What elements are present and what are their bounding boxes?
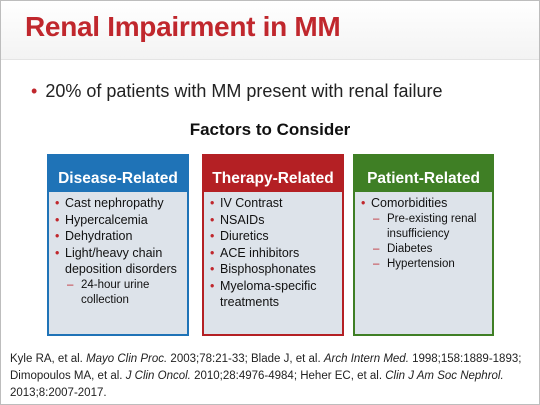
- therapy-related-box: Therapy-Related • IV Contrast • NSAIDs • Diur…: [202, 154, 344, 336]
- bullet-icon: •: [210, 229, 215, 243]
- list-item-text: Diabetes: [387, 242, 433, 255]
- list-item-text: IV Contrast: [220, 196, 283, 210]
- list-item: • Myeloma-specific treatments: [210, 278, 338, 311]
- bullet-icon: •: [210, 262, 215, 276]
- patient-related-list: • Comorbidities – Pre-existing renal insuff…: [355, 195, 492, 272]
- list-item-text: ACE inhibitors: [220, 245, 300, 260]
- list-item: • Bisphosphonates: [210, 261, 338, 278]
- sub-list-item: – Pre-existing renal insufficiency: [361, 212, 488, 242]
- therapy-related-heading: Therapy-Related: [204, 154, 342, 192]
- bullet-icon: •: [31, 81, 38, 101]
- disease-related-heading: Disease-Related: [49, 154, 187, 192]
- sub-list-item: –24-hour urine collection: [55, 278, 183, 308]
- list-item-text: Cast nephropathy: [65, 196, 164, 210]
- lead-bullet: • 20% of patients with MM present with re…: [31, 81, 443, 102]
- list-item-text: 24-hour urine collection: [81, 278, 150, 306]
- ref-text: 2003;78:21-33; Blade J, et al.: [167, 353, 324, 365]
- bullet-icon: •: [55, 196, 60, 210]
- bullet-icon: •: [210, 212, 215, 227]
- list-item: • Cast nephropathy: [55, 195, 183, 212]
- list-item-text: Pre-existing renal insufficiency: [387, 212, 477, 240]
- ref-text: Kyle RA, et al.: [10, 353, 87, 365]
- bullet-icon: •: [55, 212, 60, 227]
- list-item-text: Bisphosphonates: [220, 262, 316, 276]
- list-item-text: Diuretics: [220, 229, 269, 243]
- ref-text: 2013;8:2007-2017.: [10, 387, 107, 399]
- bullet-icon: •: [55, 245, 60, 260]
- list-item: • Dehydration: [55, 228, 183, 245]
- sub-list-item: – Diabetes: [361, 242, 488, 257]
- ref-text: 1998;158:1889-1893; Dimopoulos MA, et al…: [10, 353, 522, 382]
- bullet-icon: •: [210, 196, 215, 210]
- ref-journal: Clin J Am Soc Nephrol.: [385, 370, 504, 382]
- patient-related-heading: Patient-Related: [355, 154, 492, 192]
- patient-related-box: Patient-Related • Comorbidities – Pre-exist…: [353, 154, 494, 336]
- ref-journal: J Clin Oncol.: [125, 370, 191, 382]
- list-item: • NSAIDs: [210, 212, 338, 229]
- dash-icon: –: [67, 278, 74, 291]
- list-item-text: Light/heavy chain deposition disorders: [65, 245, 177, 277]
- list-item: • Diuretics: [210, 228, 338, 245]
- lead-bullet-text: 20% of patients with MM present with ren…: [45, 81, 443, 101]
- bullet-icon: •: [55, 229, 60, 243]
- list-item-text: Comorbidities: [371, 196, 448, 210]
- title-bar: Renal Impairment in MM: [1, 1, 539, 60]
- dash-icon: –: [373, 212, 380, 225]
- list-item: • IV Contrast: [210, 195, 338, 212]
- bullet-icon: •: [361, 196, 366, 210]
- references: Kyle RA, et al. Mayo Clin Proc. 2003;78:…: [10, 351, 532, 402]
- ref-text: 2010;28:4976-4984; Heher EC, et al.: [190, 370, 386, 382]
- bullet-icon: •: [210, 278, 215, 293]
- slide-title: Renal Impairment in MM: [25, 11, 341, 42]
- therapy-related-list: • IV Contrast • NSAIDs • Diuretics • ACE inhibi…: [204, 195, 342, 311]
- list-item: • Hypercalcemia: [55, 212, 183, 229]
- list-item-text: Dehydration: [65, 229, 133, 243]
- sub-list-item: – Hypertension: [361, 257, 488, 272]
- list-item-text: Hypertension: [387, 257, 455, 270]
- dash-icon: –: [373, 242, 380, 255]
- dash-icon: –: [373, 257, 380, 270]
- list-item: • Light/heavy chain deposition disorders: [55, 245, 183, 278]
- list-item: • ACE inhibitors: [210, 245, 338, 262]
- disease-related-list: • Cast nephropathy • Hypercalcemia • Dehydrat…: [49, 195, 187, 308]
- ref-journal: Arch Intern Med.: [323, 353, 409, 365]
- subheading: Factors to Consider: [189, 120, 351, 139]
- list-item-text: NSAIDs: [220, 212, 265, 227]
- list-item-text: Hypercalcemia: [65, 212, 148, 227]
- disease-related-box: Disease-Related • Cast nephropathy • Hyperc…: [47, 154, 189, 336]
- ref-journal: Mayo Clin Proc.: [86, 353, 168, 365]
- bullet-icon: •: [210, 245, 215, 260]
- list-item-text: Myeloma-specific treatments: [220, 278, 317, 310]
- list-item: • Comorbidities: [361, 195, 488, 212]
